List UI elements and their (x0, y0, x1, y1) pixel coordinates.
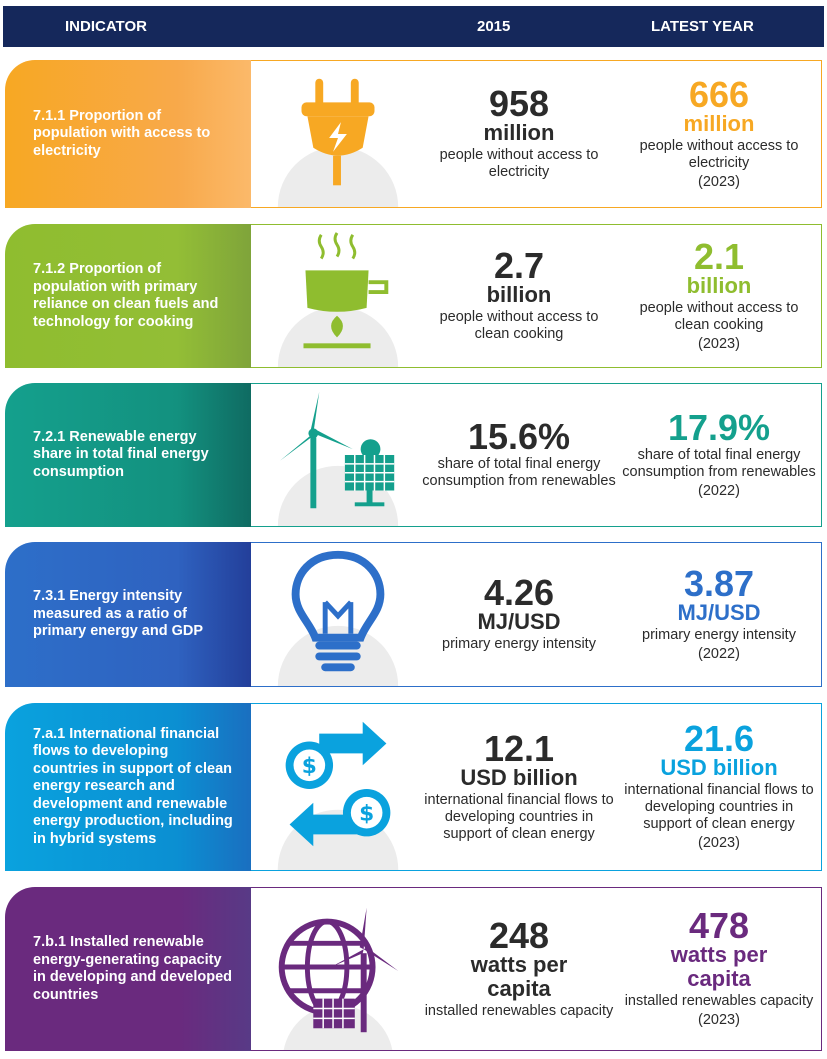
value-2015: 15.6% share of total final energy consum… (421, 384, 617, 526)
value-number: 12.1 (483, 727, 555, 769)
value-unit: USD billion (460, 764, 578, 790)
value-2015: 12.1 USD billion international financial… (421, 704, 617, 870)
value-number: 248 (488, 914, 550, 956)
indicator-panel: 248 watts per capita installed renewable… (251, 887, 822, 1051)
value-description: people without access to electricity (439, 147, 599, 180)
value-description: people without access to clean cooking (639, 299, 799, 333)
value-description: international financial flows to develop… (424, 791, 614, 842)
value-number: 2.1 (693, 235, 745, 277)
indicator-label: 7.a.1 International financial flows to d… (5, 703, 251, 871)
value-year: (2023) (698, 335, 740, 352)
indicator-row-7-1-2: 7.1.2 Proportion of population with prim… (5, 224, 822, 368)
value-latest: 17.9% share of total final energy consum… (621, 384, 817, 526)
indicator-row-7-b-1: 7.b.1 Installed renewable energy-generat… (5, 887, 822, 1051)
indicator-panel: 4.26 MJ/USD primary energy intensity 3.8… (251, 542, 822, 687)
indicator-label: 7.3.1 Energy intensity measured as a rat… (5, 542, 251, 687)
indicator-row-7-a-1: 7.a.1 International financial flows to d… (5, 703, 822, 871)
indicator-panel: 958 million people without access to ele… (251, 60, 822, 208)
value-number: 3.87 (683, 562, 755, 604)
value-description: people without access to electricity (639, 137, 799, 171)
value-number: 21.6 (683, 718, 755, 759)
light-bulb-icon (263, 543, 413, 686)
value-number: 2.7 (493, 245, 545, 286)
value-unit: billion (486, 282, 552, 307)
svg-text:$: $ (302, 754, 317, 779)
indicator-row-7-2-1: 7.2.1 Renewable energy share in total fi… (5, 383, 822, 527)
indicator-row-7-1-1: 7.1.1 Proportion of population with acce… (5, 60, 822, 208)
cooking-pot-stove-icon (263, 225, 413, 367)
value-number: 666 (688, 73, 750, 115)
wind-turbine-solar-panel-icon (263, 384, 413, 526)
money-flow-arrows-icon: $ $ (263, 704, 413, 870)
indicator-row-7-3-1: 7.3.1 Energy intensity measured as a rat… (5, 542, 822, 687)
value-unit: watts per capita (470, 951, 568, 1001)
value-number: 15.6% (467, 416, 571, 457)
indicator-label: 7.1.2 Proportion of population with prim… (5, 224, 251, 368)
value-year: (2023) (698, 1012, 740, 1028)
value-number: 958 (488, 83, 550, 124)
indicator-panel: 2.7 billion people without access to cle… (251, 224, 822, 368)
globe-renewables-icon (263, 888, 413, 1050)
value-unit: MJ/USD (677, 599, 761, 625)
value-year: (2023) (698, 173, 740, 190)
value-2015: 248 watts per capita installed renewable… (421, 888, 617, 1050)
electric-plug-icon (263, 61, 413, 207)
value-year: (2022) (698, 482, 740, 499)
indicator-text: 7.3.1 Energy intensity measured as a rat… (33, 588, 204, 640)
header-latest-year: LATEST YEAR (651, 18, 754, 35)
indicator-text: 7.1.1 Proportion of population with acce… (33, 107, 211, 159)
value-description: installed renewables capacity (424, 1002, 614, 1019)
svg-text:$: $ (359, 802, 374, 827)
value-description: installed renewables capacity (624, 993, 814, 1009)
value-description: primary energy intensity (642, 626, 796, 643)
value-unit: watts per capita (670, 942, 768, 991)
value-latest: 21.6 USD billion international financial… (621, 704, 817, 870)
indicator-label: 7.2.1 Renewable energy share in total fi… (5, 383, 251, 527)
value-description: share of total final energy consumption … (422, 456, 616, 489)
value-description: people without access to clean cooking (439, 309, 599, 342)
value-unit: million (683, 110, 755, 136)
value-latest: 478 watts per capita installed renewable… (621, 888, 817, 1050)
value-latest: 2.1 billion people without access to cle… (621, 225, 817, 367)
header-2015: 2015 (477, 18, 511, 35)
value-unit: billion (686, 272, 752, 298)
value-description: share of total final energy consumption … (622, 446, 816, 480)
value-number: 478 (688, 905, 750, 946)
value-description: international financial flows to develop… (624, 782, 814, 832)
value-2015: 958 million people without access to ele… (421, 61, 617, 207)
indicator-label: 7.1.1 Proportion of population with acce… (5, 60, 251, 208)
value-unit: USD billion (660, 755, 778, 780)
value-description: primary energy intensity (442, 636, 596, 652)
value-unit: million (483, 120, 555, 145)
value-year: (2022) (698, 645, 740, 662)
value-latest: 3.87 MJ/USD primary energy intensity (20… (621, 543, 817, 686)
header-indicator: INDICATOR (65, 18, 147, 35)
indicator-text: 7.a.1 International financial flows to d… (33, 725, 233, 847)
value-number: 4.26 (483, 572, 555, 613)
value-number: 17.9% (667, 406, 771, 448)
indicator-text: 7.b.1 Installed renewable energy-generat… (33, 934, 232, 1003)
table-header: INDICATOR 2015 LATEST YEAR (3, 6, 824, 47)
indicator-text: 7.1.2 Proportion of population with prim… (33, 261, 219, 330)
value-latest: 666 million people without access to ele… (621, 61, 817, 207)
value-2015: 2.7 billion people without access to cle… (421, 225, 617, 367)
value-2015: 4.26 MJ/USD primary energy intensity (421, 543, 617, 686)
value-unit: MJ/USD (477, 609, 561, 634)
indicator-text: 7.2.1 Renewable energy share in total fi… (33, 428, 209, 480)
value-year: (2023) (698, 835, 740, 851)
indicator-panel: 15.6% share of total final energy consum… (251, 383, 822, 527)
indicator-panel: $ $ 12.1 USD billion international finan… (251, 703, 822, 871)
indicator-label: 7.b.1 Installed renewable energy-generat… (5, 887, 251, 1051)
